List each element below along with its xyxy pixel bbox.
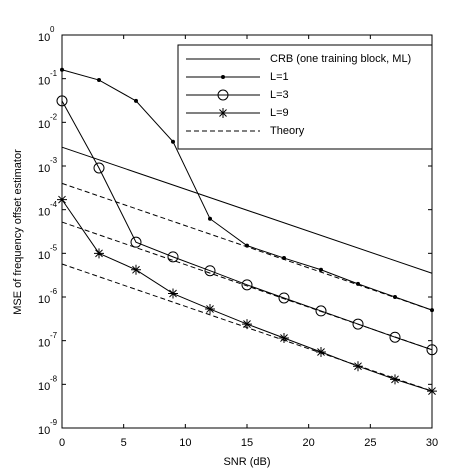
y-tick-exponent: -9 xyxy=(50,418,58,427)
y-tick-label: 10 xyxy=(38,250,50,262)
x-tick-label: 30 xyxy=(426,437,438,449)
marker xyxy=(427,386,437,397)
y-tick-exponent: -7 xyxy=(50,331,58,340)
marker xyxy=(204,265,216,277)
marker xyxy=(205,304,215,315)
y-tick-exponent: -3 xyxy=(50,156,58,165)
y-tick-label: 10 xyxy=(38,338,50,350)
marker xyxy=(241,279,253,291)
marker xyxy=(390,374,400,385)
y-tick-exponent: -2 xyxy=(50,112,58,121)
marker xyxy=(389,331,401,343)
marker xyxy=(278,292,290,304)
marker xyxy=(168,288,178,299)
legend-marker xyxy=(217,89,229,101)
marker xyxy=(131,264,141,275)
x-tick-label: 15 xyxy=(241,437,253,449)
x-axis-label: SNR (dB) xyxy=(223,456,270,468)
x-tick-label: 10 xyxy=(179,437,191,449)
y-tick-exponent: -5 xyxy=(50,243,58,252)
marker xyxy=(171,139,175,144)
marker xyxy=(60,67,64,72)
y-tick-label: 10 xyxy=(38,76,50,88)
series-line xyxy=(61,182,433,392)
marker xyxy=(279,333,289,344)
marker xyxy=(353,361,363,372)
marker xyxy=(352,318,364,330)
legend-label: CRB (one training block, ML) xyxy=(270,53,411,65)
y-tick-label: 10 xyxy=(38,32,50,44)
x-tick-label: 0 xyxy=(59,437,65,449)
marker xyxy=(56,95,68,107)
y-tick-label: 10 xyxy=(38,207,50,219)
marker xyxy=(316,347,326,358)
marker xyxy=(57,194,67,205)
legend-label: L=3 xyxy=(270,89,289,101)
y-tick-label: 10 xyxy=(38,163,50,175)
legend-label: Theory xyxy=(270,125,305,137)
marker xyxy=(167,251,179,263)
marker xyxy=(97,78,101,83)
x-tick-label: 25 xyxy=(364,437,376,449)
legend-marker xyxy=(218,108,228,118)
y-tick-exponent: -4 xyxy=(50,200,58,209)
y-tick-exponent: -6 xyxy=(50,287,58,296)
marker xyxy=(426,344,438,356)
y-tick-label: 10 xyxy=(38,119,50,131)
series-line xyxy=(61,100,433,351)
y-tick-label: 10 xyxy=(38,381,50,393)
y-tick-label: 10 xyxy=(38,425,50,437)
legend-box xyxy=(177,44,433,150)
marker xyxy=(134,98,138,103)
legend-marker xyxy=(221,75,225,79)
y-tick-label: 10 xyxy=(38,294,50,306)
marker xyxy=(430,308,434,313)
y-axis-label: MSE of frequency offset estimator xyxy=(12,149,24,315)
marker xyxy=(242,319,252,330)
legend-label: L=9 xyxy=(270,107,289,119)
y-tick-exponent: -1 xyxy=(50,69,58,78)
legend: CRB (one training block, ML) L=1 L=3 L=9 The… xyxy=(177,44,433,150)
series-line xyxy=(61,146,433,274)
y-tick-exponent: 0 xyxy=(50,25,55,34)
marker xyxy=(319,267,323,272)
marker xyxy=(93,162,105,174)
marker xyxy=(130,236,142,248)
marker xyxy=(315,305,327,317)
x-tick-label: 5 xyxy=(121,437,127,449)
legend-label: L=1 xyxy=(270,71,289,83)
y-tick-exponent: -8 xyxy=(50,374,58,383)
x-tick-label: 20 xyxy=(303,437,315,449)
marker xyxy=(208,216,212,221)
marker xyxy=(94,248,104,259)
